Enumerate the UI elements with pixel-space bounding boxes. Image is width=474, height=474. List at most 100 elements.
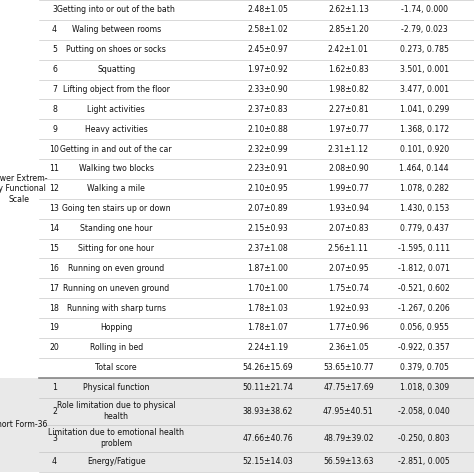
Text: 2: 2 bbox=[52, 407, 57, 416]
Text: 12: 12 bbox=[50, 184, 59, 193]
Bar bbox=[0, 425, 474, 452]
Text: Limitation due to emotional health
problem: Limitation due to emotional health probl… bbox=[48, 428, 184, 448]
Text: 1.93±0.94: 1.93±0.94 bbox=[328, 204, 369, 213]
Text: 1.70±1.00: 1.70±1.00 bbox=[247, 284, 288, 292]
Text: -0.922, 0.357: -0.922, 0.357 bbox=[399, 343, 450, 352]
Text: 10: 10 bbox=[50, 145, 59, 154]
Text: 2.33±0.90: 2.33±0.90 bbox=[247, 85, 288, 94]
Text: 2.27±0.81: 2.27±0.81 bbox=[328, 105, 369, 114]
Text: 2.37±1.08: 2.37±1.08 bbox=[247, 244, 288, 253]
Text: Hopping: Hopping bbox=[100, 323, 132, 332]
Text: 4: 4 bbox=[52, 457, 57, 466]
Text: 48.79±39.02: 48.79±39.02 bbox=[323, 434, 374, 443]
Text: 6: 6 bbox=[52, 65, 57, 74]
Text: Rolling in bed: Rolling in bed bbox=[90, 343, 143, 352]
Bar bbox=[0, 139, 474, 159]
Text: 2.37±0.83: 2.37±0.83 bbox=[247, 105, 288, 114]
Text: 4: 4 bbox=[52, 25, 57, 34]
Text: Putting on shoes or socks: Putting on shoes or socks bbox=[66, 45, 166, 54]
Bar bbox=[0, 258, 474, 278]
Text: 14: 14 bbox=[49, 224, 60, 233]
Text: 1.464, 0.144: 1.464, 0.144 bbox=[400, 164, 449, 173]
Text: 2.42±1.01: 2.42±1.01 bbox=[328, 45, 369, 54]
Text: 47.95±40.51: 47.95±40.51 bbox=[323, 407, 374, 416]
Bar bbox=[0, 219, 474, 238]
Text: -0.521, 0.602: -0.521, 0.602 bbox=[398, 284, 450, 292]
Text: 1.041, 0.299: 1.041, 0.299 bbox=[400, 105, 449, 114]
Text: Standing one hour: Standing one hour bbox=[80, 224, 152, 233]
Text: 2.07±0.89: 2.07±0.89 bbox=[247, 204, 288, 213]
Text: 1.87±1.00: 1.87±1.00 bbox=[247, 264, 288, 273]
Text: 5: 5 bbox=[52, 45, 57, 54]
Text: 2.45±0.97: 2.45±0.97 bbox=[247, 45, 288, 54]
Text: 0.273, 0.785: 0.273, 0.785 bbox=[400, 45, 449, 54]
Bar bbox=[0, 119, 474, 139]
Text: 1.97±0.77: 1.97±0.77 bbox=[328, 125, 369, 134]
Text: 0.379, 0.705: 0.379, 0.705 bbox=[400, 363, 449, 372]
Bar bbox=[0, 179, 474, 199]
Text: Energy/Fatigue: Energy/Fatigue bbox=[87, 457, 146, 466]
Text: Total score: Total score bbox=[95, 363, 137, 372]
Text: Physical function: Physical function bbox=[83, 383, 149, 392]
Bar bbox=[0, 398, 474, 425]
Text: -1.595, 0.111: -1.595, 0.111 bbox=[398, 244, 450, 253]
Text: 11: 11 bbox=[49, 164, 60, 173]
Bar bbox=[0, 278, 474, 298]
Text: 2.23±0.91: 2.23±0.91 bbox=[247, 164, 288, 173]
Text: 38.93±38.62: 38.93±38.62 bbox=[243, 407, 293, 416]
Text: 1.018, 0.309: 1.018, 0.309 bbox=[400, 383, 449, 392]
Text: 20: 20 bbox=[50, 343, 59, 352]
Text: 1.62±0.83: 1.62±0.83 bbox=[328, 65, 369, 74]
Text: 2.56±1.11: 2.56±1.11 bbox=[328, 244, 369, 253]
Text: 1: 1 bbox=[52, 383, 57, 392]
Text: -1.812, 0.071: -1.812, 0.071 bbox=[398, 264, 450, 273]
Text: -2.79, 0.023: -2.79, 0.023 bbox=[401, 25, 447, 34]
Text: 2.48±1.05: 2.48±1.05 bbox=[247, 5, 288, 14]
Text: 9: 9 bbox=[52, 125, 57, 134]
Text: 2.32±0.99: 2.32±0.99 bbox=[247, 145, 288, 154]
Text: 3: 3 bbox=[52, 5, 57, 14]
Text: 1.430, 0.153: 1.430, 0.153 bbox=[400, 204, 449, 213]
Text: Running with sharp turns: Running with sharp turns bbox=[67, 303, 165, 312]
Text: 2.36±1.05: 2.36±1.05 bbox=[328, 343, 369, 352]
Bar bbox=[0, 40, 474, 60]
Text: Running on uneven ground: Running on uneven ground bbox=[63, 284, 169, 292]
Text: 16: 16 bbox=[50, 264, 59, 273]
Text: 2.08±0.90: 2.08±0.90 bbox=[328, 164, 369, 173]
Text: -0.250, 0.803: -0.250, 0.803 bbox=[399, 434, 450, 443]
Text: 2.10±0.95: 2.10±0.95 bbox=[247, 184, 288, 193]
Text: 54.26±15.69: 54.26±15.69 bbox=[243, 363, 293, 372]
Text: Walking two blocks: Walking two blocks bbox=[79, 164, 154, 173]
Text: Lower Extrem-
ity Functional
Scale: Lower Extrem- ity Functional Scale bbox=[0, 174, 48, 204]
Text: Squatting: Squatting bbox=[97, 65, 135, 74]
Bar bbox=[0, 338, 474, 358]
Text: 1.368, 0.172: 1.368, 0.172 bbox=[400, 125, 449, 134]
Text: Getting into or out of the bath: Getting into or out of the bath bbox=[57, 5, 175, 14]
Bar bbox=[0, 298, 474, 318]
Text: 0.101, 0.920: 0.101, 0.920 bbox=[400, 145, 449, 154]
Text: 1.78±1.03: 1.78±1.03 bbox=[247, 303, 288, 312]
Text: Light activities: Light activities bbox=[87, 105, 145, 114]
Text: 17: 17 bbox=[50, 284, 59, 292]
Bar bbox=[0, 0, 474, 20]
Bar bbox=[0, 100, 474, 119]
Text: 7: 7 bbox=[52, 85, 57, 94]
Text: -1.267, 0.206: -1.267, 0.206 bbox=[398, 303, 450, 312]
Text: Heavy activities: Heavy activities bbox=[85, 125, 147, 134]
Bar bbox=[0, 318, 474, 338]
Text: 2.10±0.88: 2.10±0.88 bbox=[247, 125, 288, 134]
Text: 2.58±1.02: 2.58±1.02 bbox=[247, 25, 288, 34]
Text: Sitting for one hour: Sitting for one hour bbox=[78, 244, 154, 253]
Bar bbox=[0, 378, 474, 398]
Text: 13: 13 bbox=[50, 204, 59, 213]
Text: Walking a mile: Walking a mile bbox=[87, 184, 145, 193]
Text: 1.97±0.92: 1.97±0.92 bbox=[247, 65, 288, 74]
Text: 2.07±0.95: 2.07±0.95 bbox=[328, 264, 369, 273]
Text: 0.779, 0.437: 0.779, 0.437 bbox=[400, 224, 449, 233]
Text: 3: 3 bbox=[52, 434, 57, 443]
Text: 47.75±17.69: 47.75±17.69 bbox=[323, 383, 374, 392]
Text: 2.07±0.83: 2.07±0.83 bbox=[328, 224, 369, 233]
Bar bbox=[0, 60, 474, 80]
Text: 1.98±0.82: 1.98±0.82 bbox=[328, 85, 369, 94]
Text: 2.31±1.12: 2.31±1.12 bbox=[328, 145, 369, 154]
